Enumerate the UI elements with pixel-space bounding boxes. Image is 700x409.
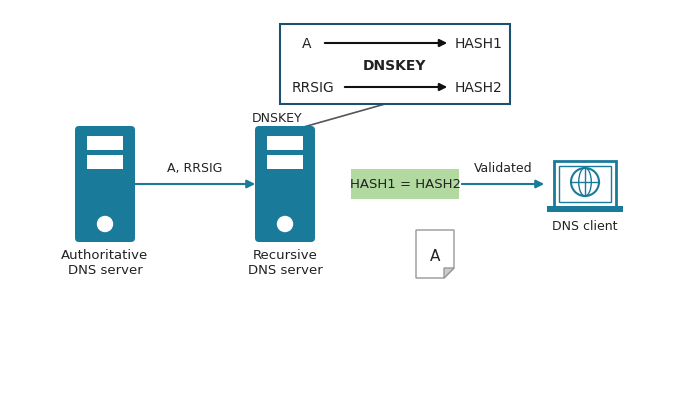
Text: Validated: Validated [474,162,532,175]
Text: RRSIG: RRSIG [292,81,335,95]
Text: HASH1: HASH1 [455,37,503,51]
Text: DNSKEY: DNSKEY [363,59,427,73]
Text: DNS client: DNS client [552,220,617,233]
FancyBboxPatch shape [75,127,135,243]
FancyBboxPatch shape [351,170,459,200]
Circle shape [97,217,113,232]
Bar [267,137,303,151]
Bar [547,207,623,212]
Polygon shape [416,230,454,278]
FancyBboxPatch shape [559,166,611,202]
Text: HASH2: HASH2 [455,81,503,95]
Bar [87,137,123,151]
FancyBboxPatch shape [255,127,315,243]
Text: A: A [302,37,312,51]
Text: Authoritative
DNS server: Authoritative DNS server [62,248,148,276]
Text: A: A [430,249,440,264]
Text: Recursive
DNS server: Recursive DNS server [248,248,323,276]
Bar [87,156,123,170]
Text: HASH1 = HASH2: HASH1 = HASH2 [349,178,461,191]
Polygon shape [444,268,454,278]
Text: A, RRSIG: A, RRSIG [167,162,223,175]
Bar [267,156,303,170]
FancyBboxPatch shape [554,162,616,207]
Text: DNSKEY: DNSKEY [252,112,302,125]
FancyBboxPatch shape [280,25,510,105]
Circle shape [277,217,293,232]
